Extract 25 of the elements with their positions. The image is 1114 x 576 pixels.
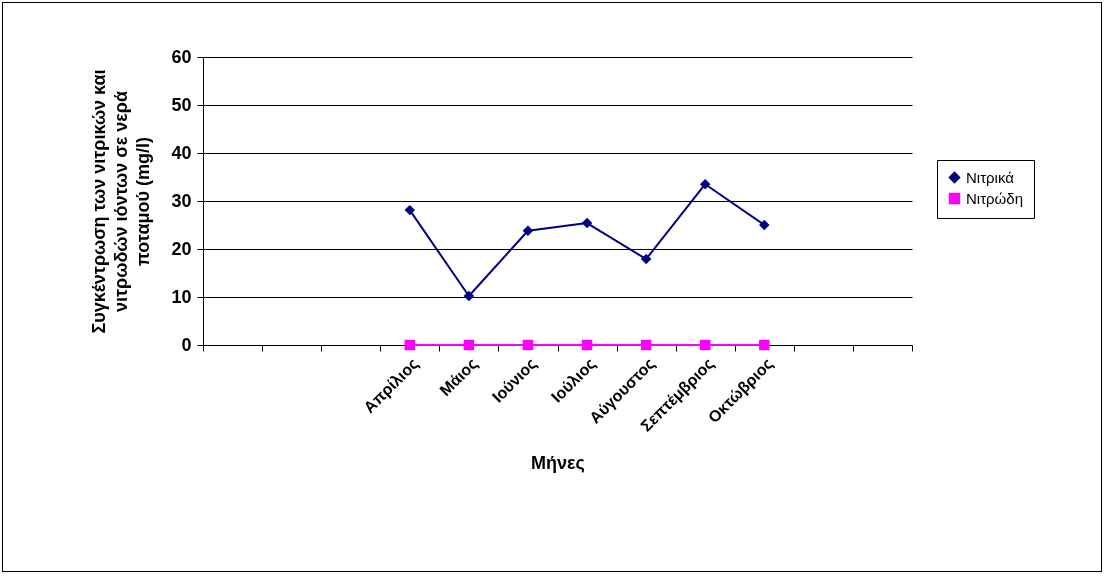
point (759, 339, 770, 351)
point (699, 339, 711, 351)
legend-label: Νιτρικά (966, 168, 1015, 186)
y-tick-label: 30 (171, 190, 192, 211)
point (640, 339, 652, 351)
y-tick-label: 0 (181, 334, 192, 355)
legend-label: Νιτρώδη (966, 189, 1024, 207)
point (522, 225, 534, 236)
x-axis-title: Μήνες (531, 452, 585, 473)
point (759, 219, 770, 231)
y-tick-label: 10 (171, 286, 192, 307)
point (699, 178, 711, 190)
point (463, 339, 475, 351)
y-tick-label: 20 (171, 238, 192, 259)
point (522, 339, 534, 351)
point (404, 339, 416, 351)
point (581, 339, 593, 351)
y-axis-title: Συγκέντρωση των νιτρικών και νιτρωδών ιόντων σε νερά ποταμού (mg/l) (89, 69, 154, 334)
point (463, 290, 475, 302)
point (640, 253, 652, 265)
point (581, 217, 593, 229)
point (404, 204, 416, 216)
y-tick-label: 60 (171, 46, 192, 67)
y-tick-label: 40 (171, 142, 192, 163)
y-tick-label: 50 (171, 94, 192, 115)
